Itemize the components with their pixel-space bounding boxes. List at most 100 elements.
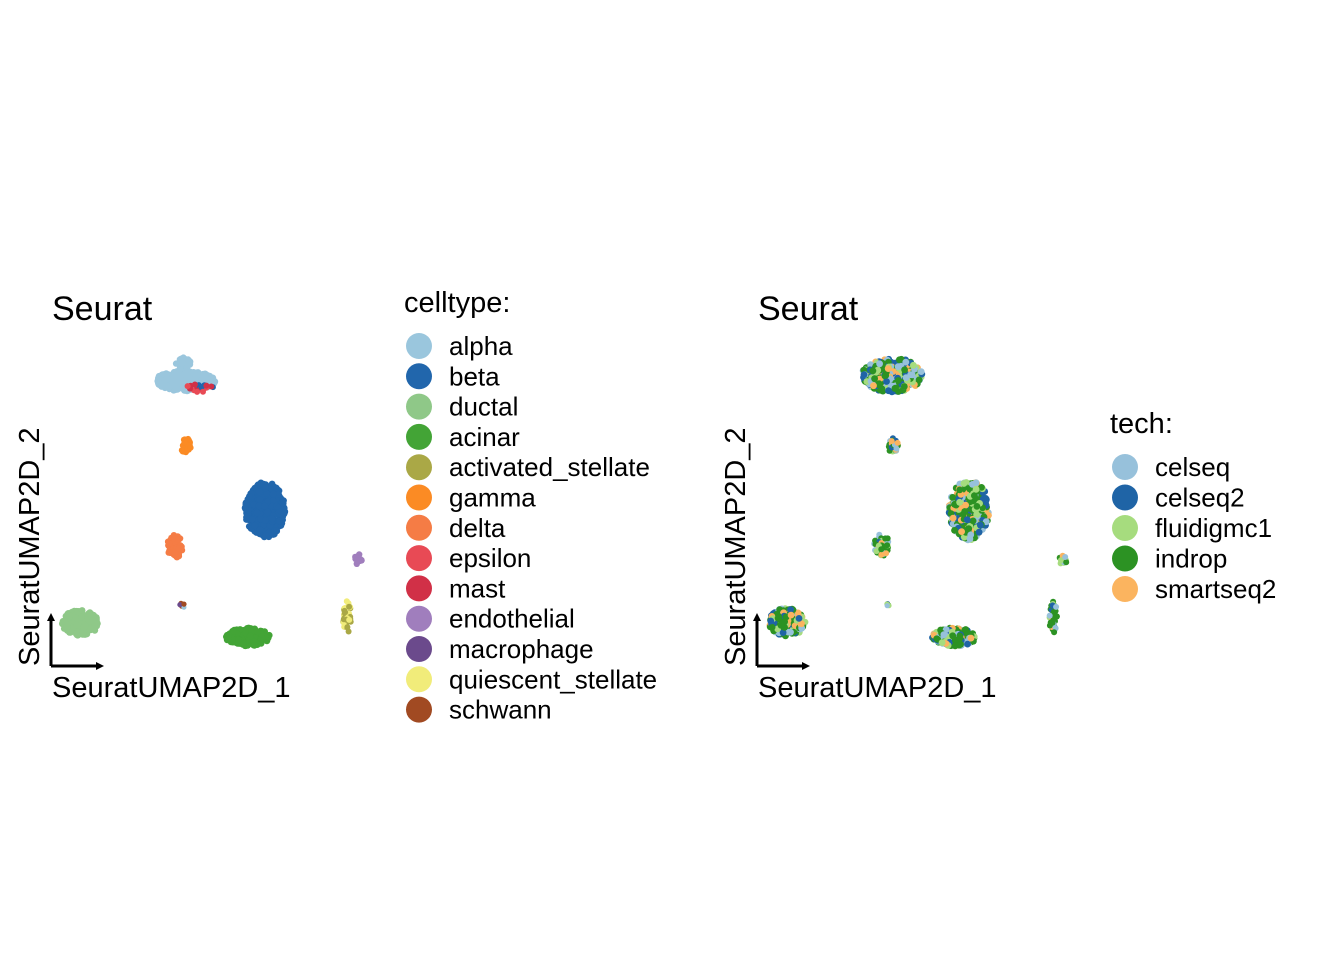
data-point [915,376,923,384]
data-point [353,560,360,567]
data-point [966,535,974,543]
data-point [61,617,68,625]
legend-key [1112,484,1138,511]
legend-label: endothelial [449,604,575,634]
data-point [961,508,969,515]
legend: tech: celseqcelseq2fluidigmc1indropsmart… [1110,408,1276,604]
data-point [876,360,883,368]
data-point [978,484,985,491]
x-axis-label: SeuratUMAP2D_1 [758,672,997,704]
legend-label: beta [449,361,500,391]
data-point [958,528,965,535]
y-axis-label: SeuratUMAP2D_2 [14,427,46,666]
data-point [798,620,805,628]
data-point [253,509,261,517]
legend-label: macrophage [449,634,594,664]
legend-key [406,575,432,602]
data-point [73,630,80,638]
legend-label: alpha [449,331,513,361]
data-point [794,609,802,617]
data-point [962,626,970,633]
data-point [246,493,253,500]
data-point [187,444,194,451]
y-axis-label: SeuratUMAP2D_2 [720,427,752,666]
data-point [346,616,353,623]
data-point [198,384,205,391]
data-point [884,365,892,372]
data-point [982,518,990,526]
data-point [956,486,964,494]
data-point [246,632,254,640]
data-point [254,628,261,636]
data-point [256,526,264,534]
data-point [175,545,183,552]
data-point [344,624,351,631]
data-point [767,617,775,625]
data-point [972,479,980,487]
data-point [951,642,959,650]
data-point [178,360,185,367]
data-point [973,503,981,510]
data-point [63,624,71,631]
data-point [962,501,969,509]
data-point [787,628,794,636]
data-point [860,371,868,379]
data-point [180,377,188,385]
legend-label: gamma [449,483,536,513]
data-point [965,525,973,532]
data-point [224,635,232,642]
scatter-plot-area [766,355,1070,650]
data-point [182,436,188,443]
legend-key [406,545,432,572]
data-point [894,439,901,446]
data-point [250,501,258,509]
data-point [230,628,238,635]
legend-label: delta [449,513,506,543]
data-point [249,516,256,523]
legend-key [406,423,432,450]
data-point [262,517,269,524]
data-point [203,382,210,389]
data-point [262,532,270,540]
data-point [894,363,902,370]
legend-label: schwann [449,695,552,725]
data-point [184,383,191,390]
data-point [787,606,794,614]
data-point [342,609,349,616]
data-point [255,502,263,510]
data-point [795,615,803,622]
data-point [884,542,891,549]
data-point [200,388,206,395]
data-point [882,372,890,379]
data-point [91,623,98,630]
data-point [280,497,287,504]
legend-label: activated_stellate [449,452,650,482]
data-point [882,535,889,542]
data-point [967,634,975,642]
data-point [1053,603,1060,610]
legend-key [406,605,432,632]
data-point [869,367,877,375]
legend-label: ductal [449,392,518,422]
data-point [240,640,248,648]
data-point [346,603,353,610]
data-point [883,378,890,385]
data-point [873,548,880,555]
data-point [957,640,964,648]
data-point [972,485,980,493]
legend-key [1112,545,1138,572]
data-point [66,612,74,620]
data-point [977,521,984,529]
data-point [951,527,958,534]
data-point [88,617,96,625]
data-point [243,513,250,521]
data-point [969,517,977,525]
data-point [160,380,168,388]
data-point [907,371,915,379]
legend-title: celltype: [404,287,510,319]
data-point [190,369,198,376]
data-point [276,517,283,525]
legend-key [406,696,432,723]
data-point [1053,613,1060,620]
